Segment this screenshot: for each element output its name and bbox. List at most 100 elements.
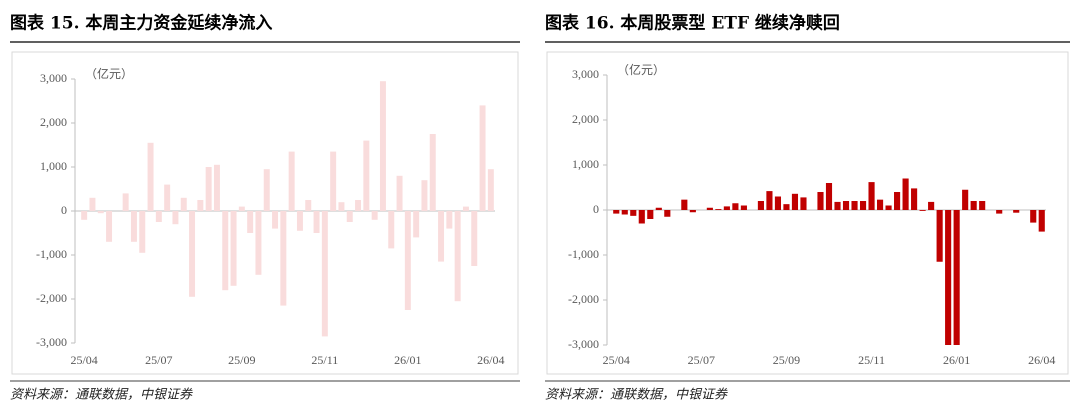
bar [953, 210, 960, 345]
bar [757, 201, 764, 210]
bar [346, 211, 353, 222]
y-tick-label: 3,000 [572, 67, 599, 81]
bar [1013, 210, 1020, 213]
bar [305, 200, 312, 211]
bar [139, 211, 146, 253]
bar [487, 169, 494, 211]
bar [783, 204, 790, 210]
bar [638, 210, 645, 224]
bar [876, 199, 884, 210]
bar [238, 206, 245, 211]
x-tick-label: 25/07 [688, 353, 715, 367]
bar [288, 151, 295, 211]
bar [911, 188, 918, 210]
bar [155, 211, 162, 222]
bar [647, 210, 654, 219]
bar [462, 206, 469, 211]
bar [621, 210, 628, 215]
source: 资料来源：通联数据，中银证券 [10, 388, 193, 403]
bar [255, 211, 262, 275]
bar [851, 201, 858, 210]
x-tick-label: 25/09 [773, 353, 800, 367]
bar [885, 205, 892, 210]
bar [388, 211, 395, 249]
y-tick-label: -3,000 [568, 337, 599, 351]
x-tick-label: 25/04 [603, 353, 630, 367]
bar [996, 210, 1003, 214]
y-tick-label: -1,000 [36, 247, 67, 261]
bar [247, 211, 254, 233]
x-tick-label: 25/09 [228, 353, 255, 367]
bar [164, 184, 171, 211]
source: 资料来源：通联数据，中银证券 [545, 388, 728, 403]
bar [404, 211, 411, 310]
x-tick-label: 25/04 [70, 353, 97, 367]
x-tick-label: 26/01 [394, 353, 421, 367]
bar [970, 201, 977, 210]
bar [928, 201, 935, 210]
y-tick-label: 3,000 [40, 71, 67, 85]
unit-label: （亿元） [85, 66, 133, 81]
x-tick-label: 26/04 [477, 353, 504, 367]
bar [106, 211, 113, 242]
bar [189, 211, 196, 297]
bar [732, 203, 739, 210]
bar [817, 192, 824, 210]
bar [379, 81, 386, 211]
bar [945, 210, 952, 345]
bar [446, 211, 453, 229]
bar [681, 199, 688, 210]
bar [296, 211, 303, 231]
bar [868, 182, 875, 210]
bar [664, 210, 671, 217]
bar [706, 207, 713, 210]
x-tick-label: 25/07 [145, 353, 172, 367]
bar [197, 200, 204, 211]
bar [222, 211, 229, 291]
unit-label: （亿元） [617, 62, 665, 77]
y-tick-label: -2,000 [36, 291, 67, 305]
bar [363, 140, 370, 211]
bar [130, 211, 137, 242]
plot-frame [11, 51, 519, 375]
bar [715, 209, 722, 210]
bar [89, 197, 96, 211]
x-tick-label: 25/11 [311, 353, 338, 367]
bar [81, 211, 88, 220]
bar [834, 201, 841, 210]
bar [689, 210, 696, 213]
bar [902, 178, 909, 210]
bar [979, 201, 986, 210]
bar [313, 211, 320, 233]
bar [723, 206, 730, 210]
bar [613, 210, 620, 214]
bar [421, 180, 428, 211]
chart-title: 图表 16. 本周股票型 ETF 继续净赎回 [545, 13, 840, 34]
bar [122, 193, 129, 211]
y-tick-label: 0 [61, 203, 67, 217]
bar [454, 211, 461, 302]
x-tick-label: 26/01 [943, 353, 970, 367]
bar [330, 151, 337, 211]
bar [438, 211, 445, 262]
y-tick-label: 2,000 [40, 115, 67, 129]
bar [97, 211, 104, 214]
bar [147, 142, 154, 211]
bar [842, 201, 850, 210]
bar [919, 210, 926, 211]
bar [800, 197, 807, 210]
bar [859, 201, 867, 210]
bar [180, 197, 187, 211]
bar [230, 211, 237, 286]
bar [263, 169, 270, 211]
bar [825, 183, 833, 210]
bar [396, 175, 403, 211]
y-tick-label: 1,000 [40, 159, 67, 173]
bar [213, 164, 220, 211]
bar [355, 200, 362, 211]
bar [962, 189, 969, 210]
bar [740, 205, 747, 210]
y-tick-label: -2,000 [568, 292, 599, 306]
bar [205, 167, 212, 211]
